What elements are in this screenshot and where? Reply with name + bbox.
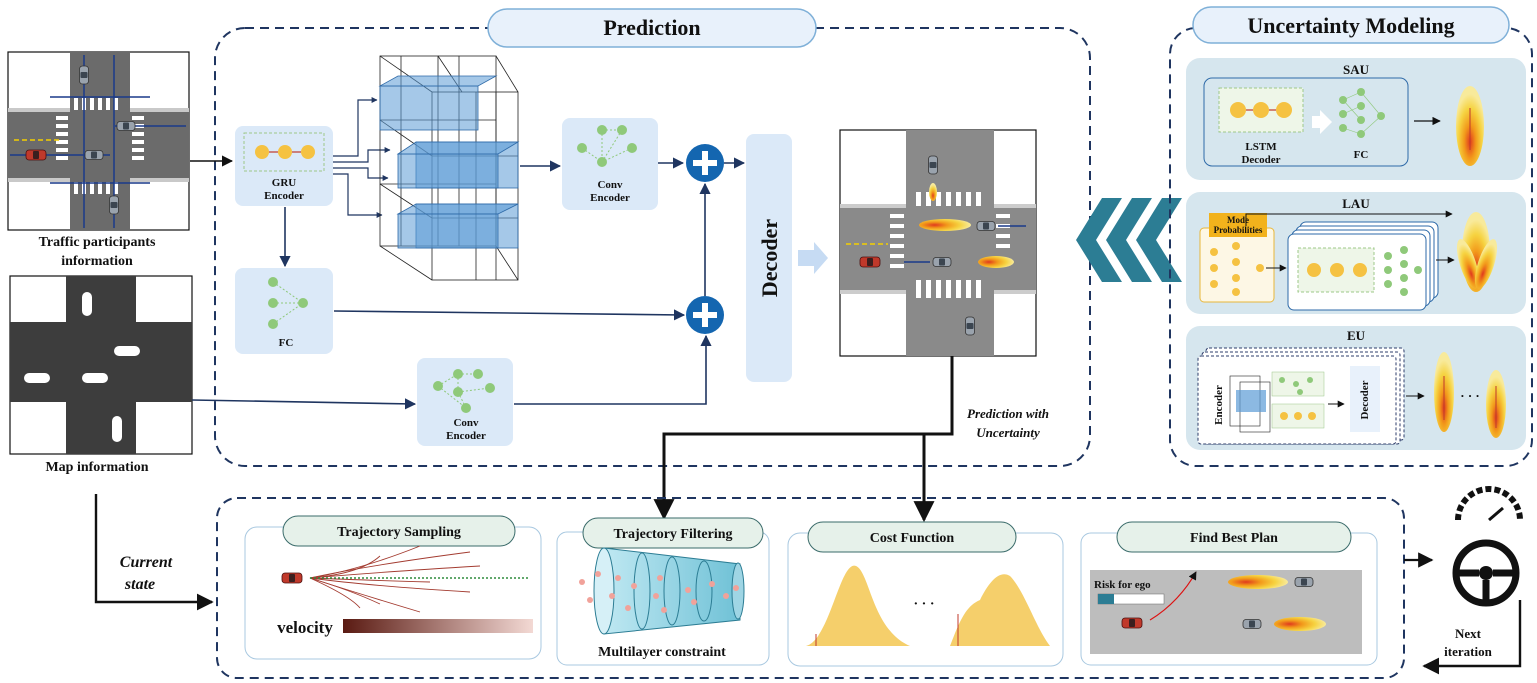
- sau-lstm-label-line1: LSTM: [1245, 141, 1277, 153]
- traffic-info-label-line1: Traffic participants: [39, 235, 156, 250]
- cost-ellipsis: · · ·: [913, 597, 934, 612]
- filter-cone: [579, 547, 745, 635]
- current-state-label-line1: Current: [120, 554, 173, 571]
- conv-bottom-label-line1: Conv: [453, 417, 479, 429]
- eu-decoder-label: Decoder: [1359, 380, 1371, 419]
- decoder-block: [746, 134, 792, 382]
- prediction-output-label-line2: Uncertainty: [976, 425, 1040, 440]
- cost-function-title: Cost Function: [870, 531, 955, 546]
- uncertainty-header: [1192, 6, 1510, 44]
- plus-icon: [686, 296, 724, 334]
- lau-mode-label-line1: Mode: [1227, 215, 1249, 225]
- planning-section: [216, 497, 1405, 679]
- sau-lstm-label-line2: Decoder: [1241, 154, 1280, 166]
- decoder-output-arrow: [798, 242, 828, 274]
- sau-label: SAU: [1343, 62, 1370, 77]
- map-info-label: Map information: [45, 460, 148, 475]
- gru-label-line2: Encoder: [264, 190, 304, 202]
- traffic-info-label-line2: information: [61, 254, 133, 269]
- conv-encoder-top: [562, 118, 658, 210]
- decoder-label: Decoder: [757, 219, 782, 297]
- conv-top-label-line1: Conv: [597, 179, 623, 191]
- eu-ellipsis: · · ·: [1460, 388, 1480, 403]
- next-iteration-label-line1: Next: [1455, 626, 1482, 641]
- sau-fc-label: FC: [1354, 149, 1369, 161]
- chevron-left-icon: [1076, 198, 1182, 282]
- velocity-colorbar: [343, 619, 533, 633]
- find-best-plan-title: Find Best Plan: [1190, 531, 1278, 546]
- trajectory-sampling-card: [244, 526, 542, 660]
- trajectory-sampling-title: Trajectory Sampling: [337, 525, 461, 540]
- multilayer-constraint-label: Multilayer constraint: [598, 645, 726, 660]
- fc-block: [235, 268, 333, 354]
- trajectory-filtering-title: Trajectory Filtering: [613, 527, 732, 542]
- prediction-output-image: [839, 129, 1037, 357]
- uncertainty-title: Uncertainty Modeling: [1247, 13, 1454, 38]
- traffic-scene-image: [7, 51, 190, 231]
- steering-wheel-icon: [1452, 539, 1520, 607]
- velocity-label: velocity: [277, 618, 333, 637]
- cost-curve-2: [950, 574, 1050, 646]
- cost-curve-1: [806, 565, 910, 646]
- prediction-title: Prediction: [603, 15, 700, 40]
- gauge-icon: [1455, 486, 1523, 522]
- prediction-output-label-line1: Prediction with: [967, 406, 1049, 421]
- next-iteration-label-line2: iteration: [1444, 644, 1492, 659]
- conv-encoder-bottom: [417, 358, 513, 446]
- feature-grid-cube: [378, 55, 520, 281]
- eu-label: EU: [1347, 328, 1366, 343]
- eu-encoder-label: Encoder: [1213, 385, 1225, 425]
- conv-top-label-line2: Encoder: [590, 192, 630, 204]
- lau-mode-label-line2: Probabilities: [1214, 225, 1263, 235]
- prediction-header: [487, 8, 817, 48]
- risk-bar-fill: [1098, 594, 1114, 604]
- current-state-label-line2: state: [124, 576, 155, 593]
- fc-label: FC: [279, 337, 294, 349]
- map-image: [9, 275, 193, 455]
- gru-label-line1: GRU: [272, 177, 297, 189]
- lau-label: LAU: [1342, 196, 1370, 211]
- risk-label: Risk for ego: [1094, 579, 1151, 591]
- conv-bottom-label-line2: Encoder: [446, 430, 486, 442]
- plus-icon: [686, 144, 724, 182]
- gru-encoder-block: [235, 126, 333, 206]
